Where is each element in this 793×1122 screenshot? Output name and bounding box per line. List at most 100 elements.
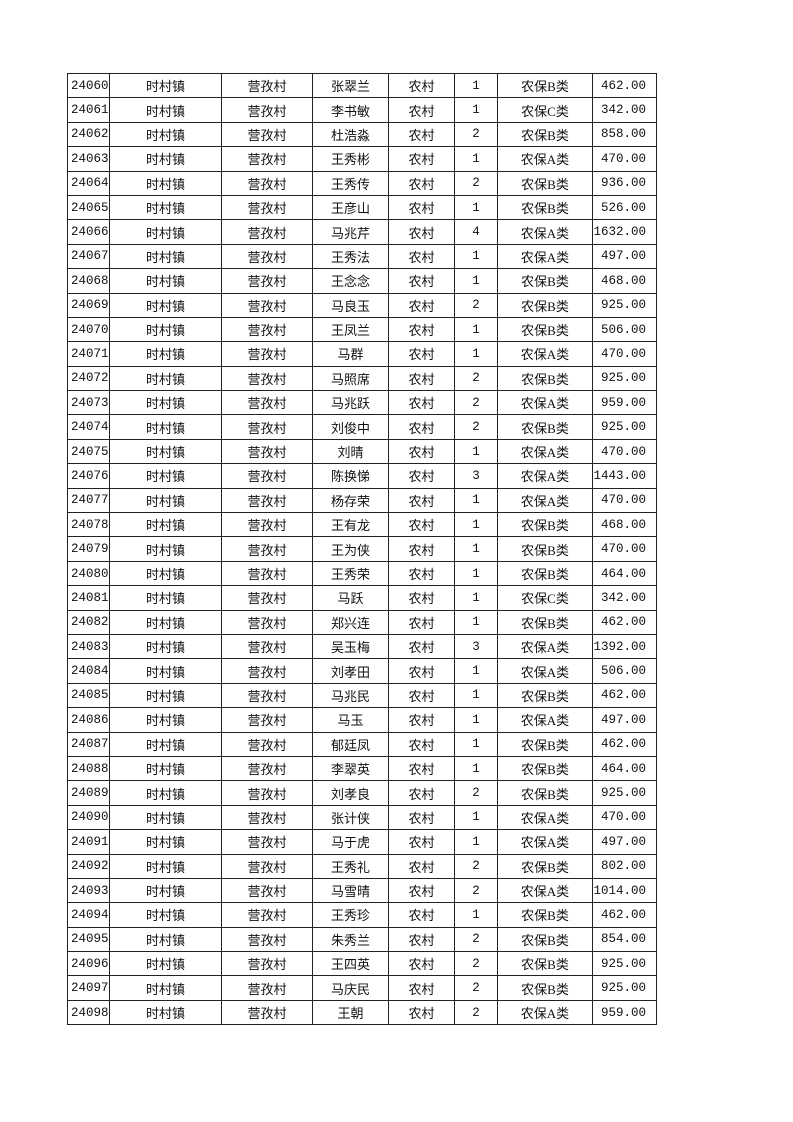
cell-amount: 497.00 (592, 829, 657, 855)
cell-record-id: 24071 (67, 341, 110, 367)
cell-count: 1 (454, 755, 498, 782)
cell-insurance-class: 农保B类 (497, 365, 593, 392)
cell-insurance-class: 农保B类 (497, 755, 593, 782)
cell-record-id: 24080 (67, 560, 110, 587)
cell-amount: 802.00 (592, 853, 657, 879)
cell-count: 2 (454, 877, 498, 904)
cell-town: 时村镇 (109, 121, 222, 148)
cell-household-type: 农村 (388, 487, 455, 514)
cell-record-id: 24066 (67, 219, 110, 245)
cell-insurance-class: 农保B类 (497, 268, 593, 294)
cell-name: 张计侠 (312, 804, 389, 831)
cell-household-type: 农村 (388, 926, 455, 953)
cell-household-type: 农村 (388, 853, 455, 879)
cell-village: 营孜村 (221, 194, 313, 221)
cell-town: 时村镇 (109, 365, 222, 392)
cell-name: 王秀荣 (312, 560, 389, 587)
cell-record-id: 24069 (67, 292, 110, 318)
cell-count: 1 (454, 243, 498, 270)
table-row: 24082 时村镇 营孜村 郑兴连 农村 1 农保B类 462.00 (67, 609, 657, 635)
cell-count: 1 (454, 487, 498, 514)
cell-count: 1 (454, 658, 498, 684)
cell-record-id: 24086 (67, 707, 110, 733)
cell-record-id: 24079 (67, 536, 110, 562)
cell-town: 时村镇 (109, 194, 222, 221)
cell-household-type: 农村 (388, 804, 455, 831)
cell-village: 营孜村 (221, 365, 313, 392)
cell-insurance-class: 农保B类 (497, 609, 593, 635)
table-row: 24092 时村镇 营孜村 王秀礼 农村 2 农保B类 802.00 (67, 853, 657, 879)
cell-village: 营孜村 (221, 902, 313, 928)
table-row: 24065 时村镇 营孜村 王彦山 农村 1 农保B类 526.00 (67, 194, 657, 221)
cell-name: 王朝 (312, 999, 389, 1026)
cell-insurance-class: 农保A类 (497, 829, 593, 855)
cell-name: 王秀珍 (312, 902, 389, 928)
cell-insurance-class: 农保A类 (497, 804, 593, 831)
cell-insurance-class: 农保B类 (497, 560, 593, 587)
cell-name: 马庆民 (312, 975, 389, 1001)
cell-town: 时村镇 (109, 707, 222, 733)
cell-village: 营孜村 (221, 804, 313, 831)
cell-record-id: 24062 (67, 121, 110, 148)
cell-count: 1 (454, 341, 498, 367)
cell-name: 郁廷凤 (312, 731, 389, 757)
table-row: 24073 时村镇 营孜村 马兆跃 农村 2 农保A类 959.00 (67, 390, 657, 416)
cell-name: 刘晴 (312, 438, 389, 465)
cell-name: 郑兴连 (312, 609, 389, 635)
table-row: 24064 时村镇 营孜村 王秀传 农村 2 农保B类 936.00 (67, 170, 657, 196)
cell-amount: 936.00 (592, 170, 657, 196)
cell-name: 马于虎 (312, 829, 389, 855)
cell-village: 营孜村 (221, 585, 313, 611)
table-row: 24098 时村镇 营孜村 王朝 农村 2 农保A类 959.00 (67, 999, 657, 1026)
cell-town: 时村镇 (109, 682, 222, 709)
cell-village: 营孜村 (221, 463, 313, 489)
cell-village: 营孜村 (221, 536, 313, 562)
cell-name: 马良玉 (312, 292, 389, 318)
cell-town: 时村镇 (109, 560, 222, 587)
cell-village: 营孜村 (221, 853, 313, 879)
cell-insurance-class: 农保B类 (497, 512, 593, 538)
cell-amount: 468.00 (592, 512, 657, 538)
cell-household-type: 农村 (388, 560, 455, 587)
cell-count: 2 (454, 170, 498, 196)
cell-amount: 506.00 (592, 316, 657, 343)
cell-village: 营孜村 (221, 560, 313, 587)
cell-record-id: 24088 (67, 755, 110, 782)
cell-insurance-class: 农保A类 (497, 243, 593, 270)
cell-name: 张翠兰 (312, 72, 389, 99)
cell-amount: 462.00 (592, 682, 657, 709)
cell-record-id: 24065 (67, 194, 110, 221)
cell-town: 时村镇 (109, 975, 222, 1001)
cell-record-id: 24085 (67, 682, 110, 709)
cell-village: 营孜村 (221, 877, 313, 904)
cell-amount: 470.00 (592, 438, 657, 465)
cell-count: 1 (454, 585, 498, 611)
cell-name: 马群 (312, 341, 389, 367)
cell-town: 时村镇 (109, 731, 222, 757)
cell-town: 时村镇 (109, 585, 222, 611)
cell-record-id: 24078 (67, 512, 110, 538)
cell-name: 王有龙 (312, 512, 389, 538)
cell-name: 王秀传 (312, 170, 389, 196)
cell-count: 1 (454, 316, 498, 343)
cell-insurance-class: 农保B类 (497, 72, 593, 99)
cell-insurance-class: 农保A类 (497, 707, 593, 733)
cell-amount: 1014.00 (592, 877, 657, 904)
cell-insurance-class: 农保B类 (497, 316, 593, 343)
cell-village: 营孜村 (221, 951, 313, 977)
cell-amount: 1443.00 (592, 463, 657, 489)
table-row: 24067 时村镇 营孜村 王秀法 农村 1 农保A类 497.00 (67, 243, 657, 270)
table-row: 24091 时村镇 营孜村 马于虎 农村 1 农保A类 497.00 (67, 829, 657, 855)
cell-count: 1 (454, 268, 498, 294)
table-row: 24086 时村镇 营孜村 马玉 农村 1 农保A类 497.00 (67, 707, 657, 733)
cell-village: 营孜村 (221, 414, 313, 440)
cell-household-type: 农村 (388, 121, 455, 148)
cell-amount: 497.00 (592, 707, 657, 733)
cell-village: 营孜村 (221, 243, 313, 270)
table-row: 24089 时村镇 营孜村 刘孝良 农村 2 农保B类 925.00 (67, 780, 657, 806)
cell-record-id: 24073 (67, 390, 110, 416)
cell-household-type: 农村 (388, 170, 455, 196)
cell-record-id: 24072 (67, 365, 110, 392)
cell-town: 时村镇 (109, 146, 222, 172)
cell-count: 1 (454, 438, 498, 465)
